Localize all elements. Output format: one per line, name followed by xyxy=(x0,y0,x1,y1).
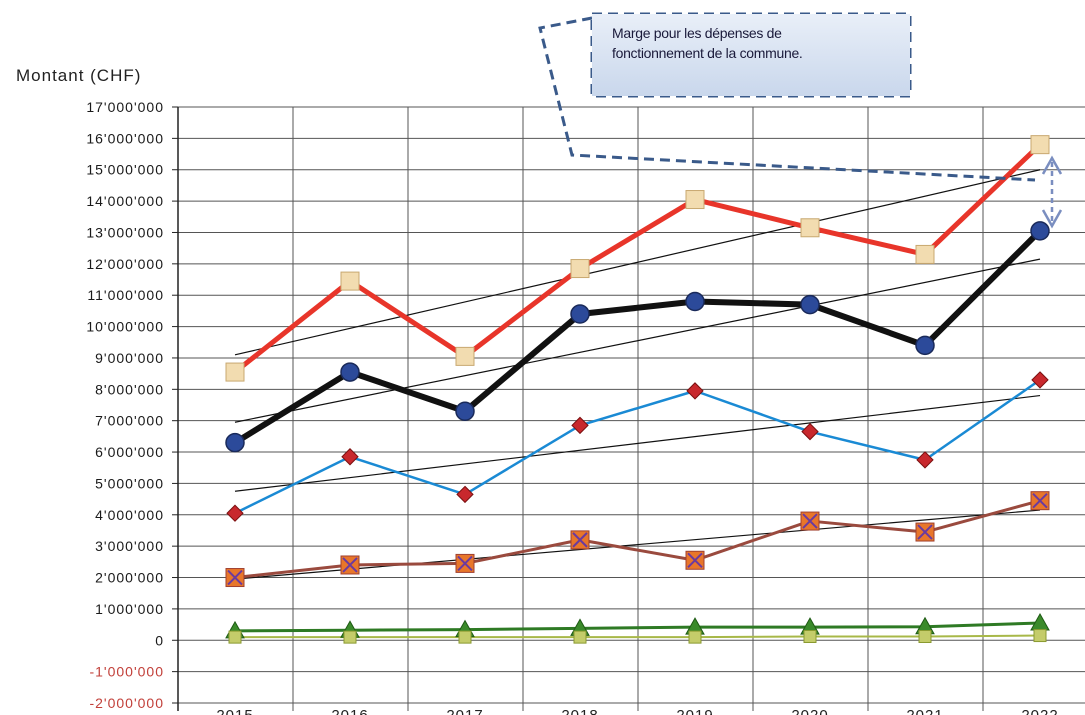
trend-line xyxy=(234,258,1041,423)
series-line xyxy=(233,142,1042,375)
data-point-cross xyxy=(802,513,818,529)
data-point-cross xyxy=(1032,492,1048,509)
data-point-cross xyxy=(572,532,588,548)
data-point xyxy=(225,362,245,382)
data-point xyxy=(686,382,704,400)
data-point xyxy=(573,630,587,644)
y-tick-label: 10'000'000 xyxy=(86,319,164,335)
data-point xyxy=(570,259,590,279)
y-tick-label: 3'000'000 xyxy=(95,538,164,554)
data-point xyxy=(1033,629,1047,643)
series-line xyxy=(234,499,1041,580)
data-point xyxy=(340,271,360,291)
y-tick-label: 2'000'000 xyxy=(95,570,164,586)
data-point xyxy=(455,346,475,366)
data-point xyxy=(343,630,357,644)
data-point-cross xyxy=(687,552,703,568)
annotation-pointer xyxy=(538,16,1036,182)
x-tick-label: 2021 xyxy=(906,707,943,715)
series-line xyxy=(234,378,1041,515)
series-line xyxy=(233,228,1043,446)
series-line xyxy=(234,621,1041,633)
data-point xyxy=(1030,135,1050,155)
x-tick-label: 2018 xyxy=(561,707,598,715)
y-tick-label: 16'000'000 xyxy=(86,130,164,146)
trend-line xyxy=(234,169,1041,356)
y-tick-label: -2'000'000 xyxy=(89,695,164,711)
data-point xyxy=(801,422,819,441)
y-tick-label: 9'000'000 xyxy=(95,350,164,366)
y-tick-label: 5'000'000 xyxy=(95,475,164,491)
y-tick-label: 0 xyxy=(155,632,164,648)
data-point xyxy=(916,451,934,469)
y-tick-label: 11'000'000 xyxy=(87,287,164,303)
data-point-cross xyxy=(457,555,473,572)
data-point-cross xyxy=(342,557,358,573)
y-tick-label: 15'000'000 xyxy=(86,162,164,178)
y-tick-label: 1'000'000 xyxy=(95,601,164,617)
x-tick-label: 2017 xyxy=(446,707,483,715)
trend-line xyxy=(234,394,1041,492)
data-point xyxy=(1031,371,1049,389)
data-point xyxy=(341,448,359,466)
data-point xyxy=(570,304,590,324)
y-axis-label: Montant (CHF) xyxy=(16,66,142,85)
data-point xyxy=(688,630,702,644)
x-tick-label: 2015 xyxy=(216,707,253,715)
data-point xyxy=(456,485,474,504)
data-point xyxy=(458,630,472,644)
y-tick-label: 7'000'000 xyxy=(95,413,164,429)
data-point xyxy=(228,630,242,644)
y-tick-label: 8'000'000 xyxy=(95,381,164,397)
y-tick-label: 17'000'000 xyxy=(86,99,164,115)
data-point xyxy=(685,190,705,210)
x-tick-label: 2022 xyxy=(1021,707,1058,715)
data-point xyxy=(915,244,935,264)
data-point xyxy=(915,335,935,356)
margin-arrow-head-down xyxy=(1041,209,1063,229)
y-tick-label: 13'000'000 xyxy=(86,224,164,240)
data-point xyxy=(455,401,475,422)
data-point-cross xyxy=(227,569,243,586)
data-point xyxy=(225,432,245,453)
x-tick-label: 2016 xyxy=(331,707,368,715)
margin-arrow-head-up xyxy=(1041,155,1063,175)
series-line xyxy=(235,634,1041,639)
data-point xyxy=(803,629,817,643)
x-tick-label: 2020 xyxy=(791,707,828,715)
trend-line xyxy=(234,509,1041,580)
data-point xyxy=(800,294,820,315)
y-tick-label: 12'000'000 xyxy=(86,256,164,272)
annotation-text: Marge pour les dépenses de fonctionnemen… xyxy=(612,25,803,61)
y-tick-label: 14'000'000 xyxy=(86,193,164,209)
data-point xyxy=(800,218,820,238)
data-point xyxy=(340,362,360,382)
data-point xyxy=(1030,221,1050,241)
annotation-box: Marge pour les dépenses de fonctionnemen… xyxy=(592,14,910,96)
data-point xyxy=(571,416,589,435)
data-point xyxy=(226,504,244,522)
y-tick-label: 6'000'000 xyxy=(95,444,164,460)
y-tick-label: 4'000'000 xyxy=(95,507,164,523)
y-tick-label: -1'000'000 xyxy=(89,664,164,680)
data-point xyxy=(918,629,932,643)
data-point-cross xyxy=(917,524,933,540)
data-point xyxy=(685,291,705,312)
x-tick-label: 2019 xyxy=(676,707,713,715)
